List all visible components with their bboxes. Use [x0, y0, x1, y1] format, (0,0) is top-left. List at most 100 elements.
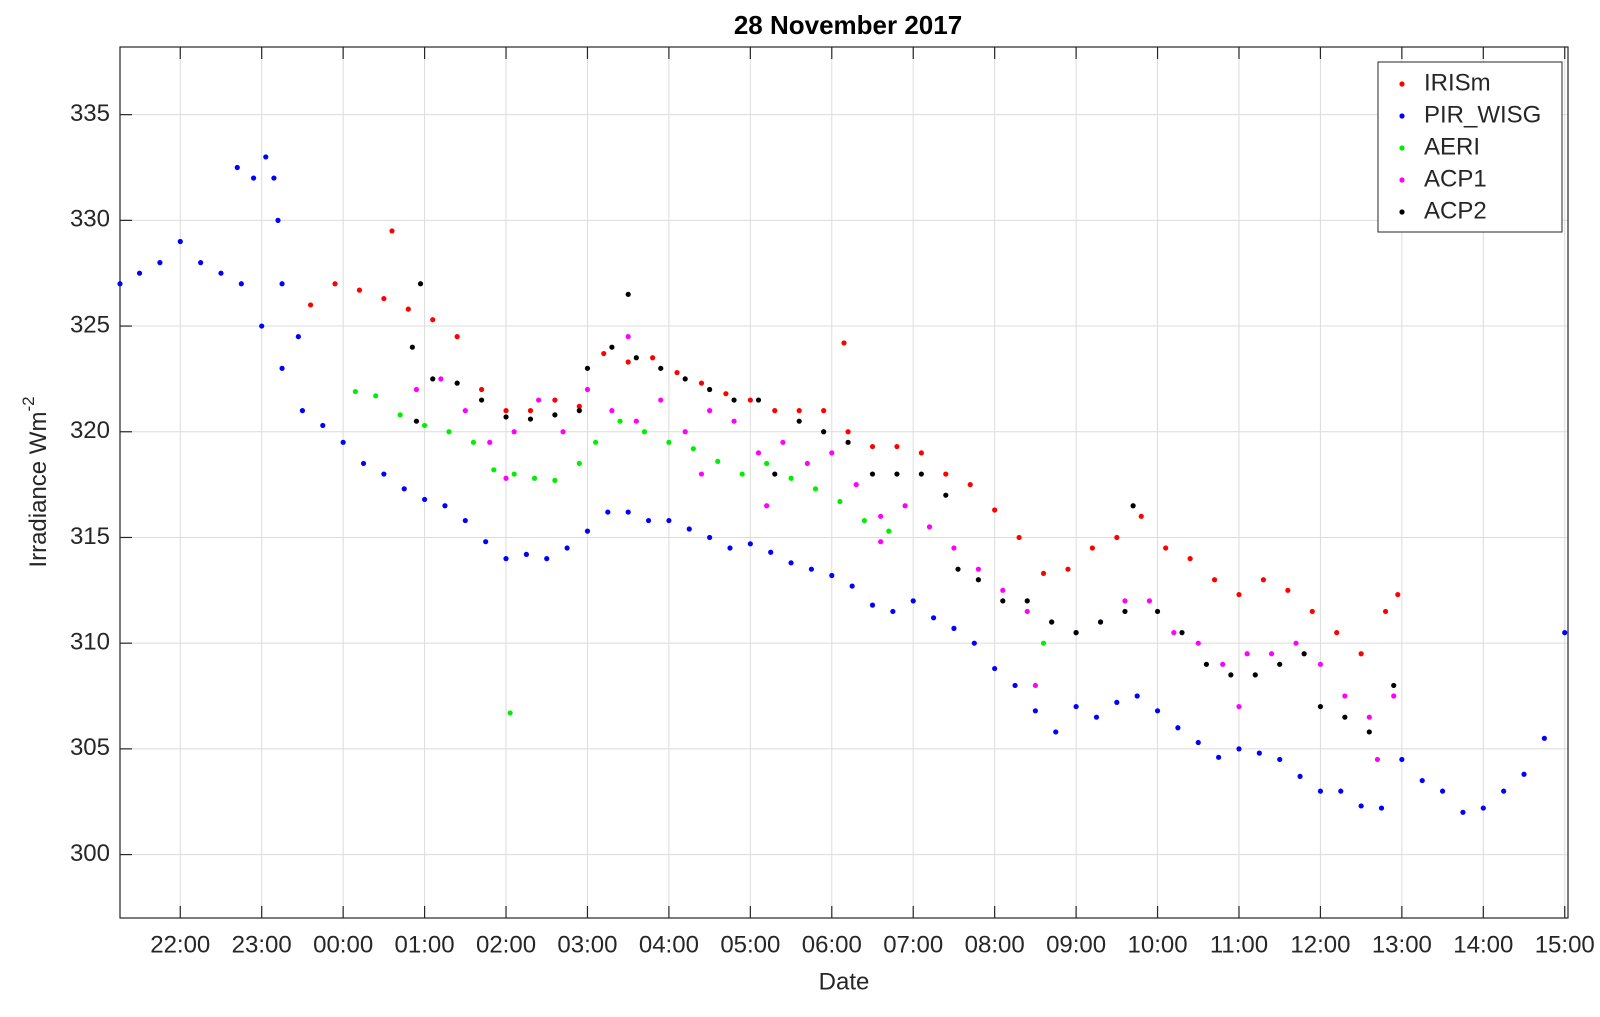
x-tick-label: 06:00	[802, 931, 862, 958]
point	[552, 397, 558, 403]
point	[1501, 788, 1507, 794]
x-tick-label: 00:00	[313, 931, 373, 958]
point	[1114, 534, 1120, 541]
series-2	[352, 388, 1047, 716]
point	[1024, 598, 1030, 604]
point	[1122, 598, 1128, 604]
point	[930, 615, 937, 621]
point	[723, 391, 729, 397]
point	[1016, 534, 1022, 541]
point	[707, 408, 713, 414]
point	[878, 539, 884, 545]
point	[971, 640, 977, 646]
point	[531, 475, 538, 481]
point	[507, 710, 513, 716]
point	[470, 439, 477, 445]
point	[491, 467, 497, 473]
point	[1562, 629, 1568, 636]
point	[442, 503, 448, 509]
point	[523, 551, 529, 557]
point	[686, 526, 692, 532]
point	[1093, 714, 1100, 720]
legend-box	[1377, 61, 1563, 233]
point	[902, 503, 908, 509]
point	[1163, 545, 1169, 551]
point	[250, 175, 257, 181]
point	[1195, 739, 1201, 746]
point	[593, 439, 599, 445]
y-tick-label: 305	[70, 734, 110, 761]
point	[356, 287, 363, 293]
point	[788, 475, 794, 481]
point	[1040, 570, 1047, 577]
point	[1032, 682, 1038, 689]
point	[707, 386, 713, 393]
point	[564, 545, 570, 551]
x-tick-label: 04:00	[639, 931, 699, 958]
point	[682, 376, 688, 382]
point	[454, 334, 460, 340]
point	[536, 397, 542, 403]
legend-marker	[1399, 113, 1405, 119]
point	[259, 323, 265, 329]
point	[1293, 640, 1299, 646]
point	[1366, 729, 1372, 735]
grid	[120, 47, 1568, 918]
point	[1073, 629, 1079, 636]
point	[279, 365, 285, 371]
point	[1391, 682, 1397, 689]
point	[625, 359, 631, 365]
point	[1114, 699, 1120, 705]
point	[788, 560, 794, 566]
point	[1256, 750, 1262, 756]
point	[910, 598, 916, 604]
legend-marker	[1399, 177, 1405, 183]
point	[731, 418, 737, 424]
point	[739, 471, 745, 477]
point	[1301, 651, 1307, 657]
legend-label: ACP2	[1424, 197, 1487, 224]
point	[747, 541, 753, 547]
point	[796, 418, 802, 424]
point	[462, 408, 468, 414]
point	[772, 471, 778, 477]
point	[886, 528, 892, 534]
point	[918, 471, 924, 477]
point	[1049, 619, 1055, 625]
plot-frame	[119, 46, 1569, 919]
point	[544, 556, 550, 562]
y-tick-label: 335	[70, 100, 110, 127]
series-4	[409, 281, 1397, 735]
legend-marker	[1399, 209, 1405, 215]
x-tick-label: 08:00	[965, 931, 1025, 958]
point	[1236, 591, 1242, 598]
point	[238, 281, 244, 287]
point	[1309, 608, 1315, 615]
point	[1338, 788, 1344, 794]
point	[755, 450, 762, 456]
point	[951, 545, 957, 551]
point	[1378, 805, 1385, 811]
point	[1277, 661, 1283, 667]
point	[894, 443, 900, 450]
point	[666, 517, 672, 524]
point	[918, 450, 924, 456]
point	[698, 380, 705, 386]
point	[438, 376, 444, 382]
point	[1521, 771, 1527, 777]
point	[764, 460, 770, 467]
point	[1236, 703, 1242, 710]
point	[845, 439, 851, 445]
point	[1317, 661, 1324, 667]
point	[1395, 591, 1401, 598]
point	[1134, 693, 1140, 699]
point	[658, 365, 664, 371]
point	[1285, 587, 1291, 593]
point	[821, 429, 827, 435]
y-tick-label: 325	[70, 311, 110, 338]
x-tick-label: 23:00	[232, 931, 292, 958]
point	[483, 539, 489, 545]
point	[1073, 703, 1079, 710]
point	[117, 281, 123, 287]
